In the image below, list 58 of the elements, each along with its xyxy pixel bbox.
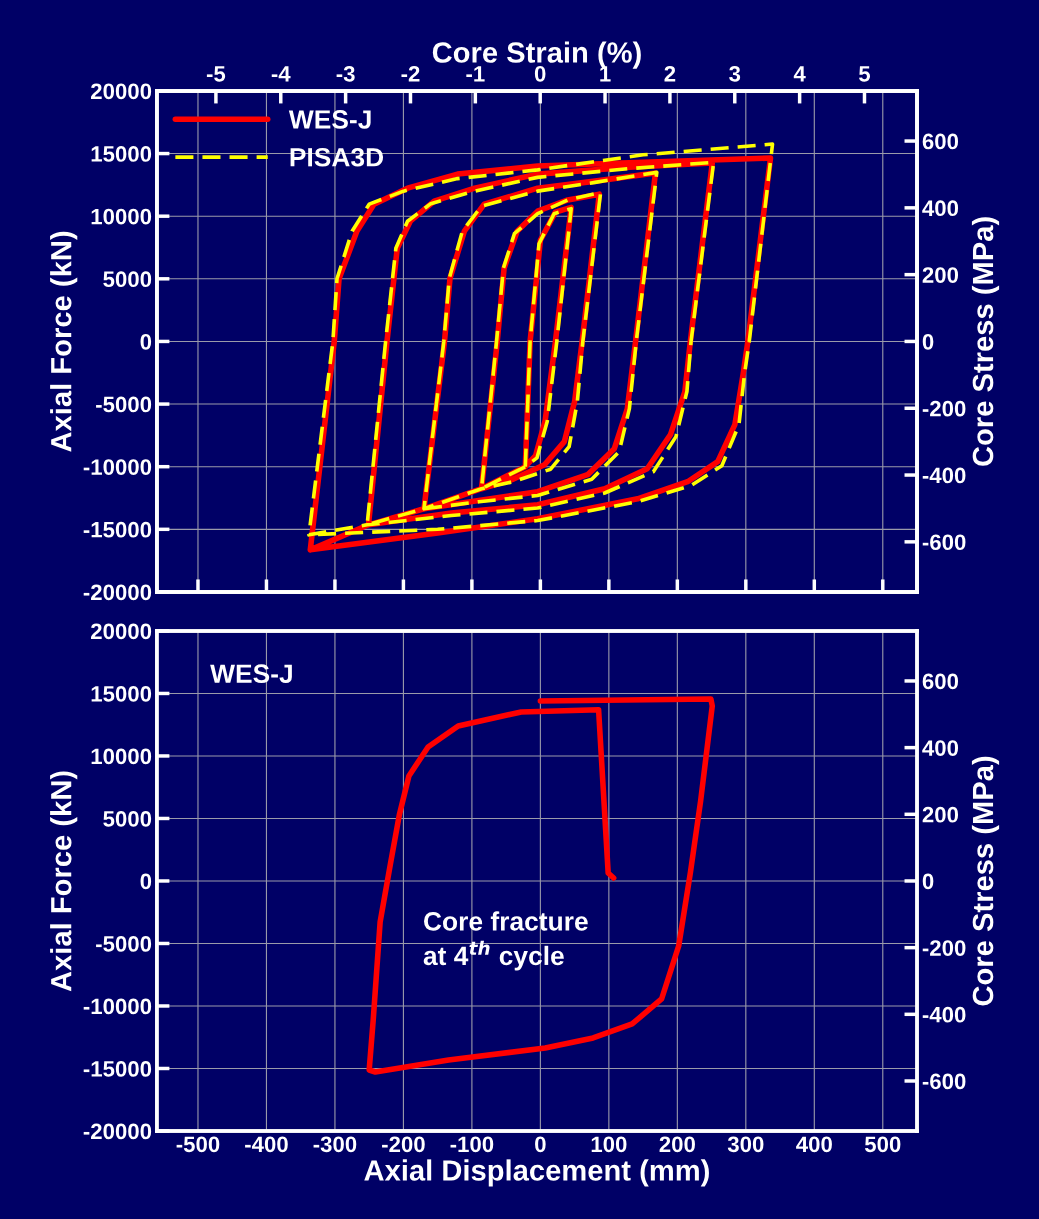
- y2-axis-title: Core Stress (MPa): [971, 756, 1000, 1006]
- y-tick-label: 0: [140, 333, 152, 350]
- x2-tick-label: 5: [858, 66, 871, 82]
- y2-tick-label: -400: [922, 467, 966, 484]
- y2-tick-label: -400: [922, 1006, 966, 1023]
- y-axis-title: Axial Force (kN): [50, 771, 78, 992]
- y2-tick-label: -200: [922, 400, 966, 417]
- x-tick-label: 500: [864, 1136, 901, 1153]
- y2-tick-label: -600: [922, 1073, 966, 1090]
- y-tick-label: 15000: [91, 146, 152, 162]
- y-tick-label: -10000: [83, 998, 152, 1015]
- x-tick-label: -200: [382, 1136, 425, 1153]
- y-tick-label: -20000: [83, 1123, 152, 1140]
- y-tick-label: 20000: [91, 623, 152, 640]
- y-tick-label: 5000: [103, 811, 152, 827]
- y-axis-title: Axial Force (kN): [50, 231, 78, 452]
- y2-tick-label: 600: [922, 673, 959, 690]
- x-tick-label: 100: [591, 1136, 627, 1153]
- y-tick-label: 15000: [91, 685, 152, 702]
- y-tick-label: -5000: [96, 396, 152, 413]
- y-tick-label: 20000: [91, 83, 152, 100]
- x2-tick-label: 2: [664, 65, 676, 82]
- x-tick-label: -300: [313, 1136, 357, 1153]
- y-tick-label: -5000: [96, 936, 152, 952]
- x-tick-label: 400: [796, 1136, 832, 1153]
- y-tick-label: -10000: [83, 459, 152, 475]
- y2-tick-label: 0: [922, 873, 934, 890]
- x-tick-label: -400: [245, 1136, 288, 1153]
- x2-tick-label: 4: [793, 66, 806, 82]
- y2-tick-label: -600: [922, 534, 966, 551]
- x-tick-label: 300: [727, 1136, 764, 1153]
- y-tick-label: 10000: [91, 748, 152, 765]
- y-tick-label: 5000: [103, 271, 152, 288]
- x-tick-label: 200: [659, 1136, 695, 1153]
- y-tick-label: -20000: [83, 584, 152, 601]
- y2-tick-label: 400: [922, 740, 959, 756]
- y2-tick-label: 200: [922, 267, 959, 283]
- y2-tick-label: 200: [922, 806, 959, 823]
- y-tick-label: 10000: [91, 208, 152, 225]
- legend-label: WES-J: [288, 110, 371, 129]
- y-tick-label: -15000: [83, 521, 152, 538]
- x-tick-label: 0: [535, 1136, 546, 1153]
- x-tick-label: -100: [450, 1136, 494, 1153]
- y2-tick-label: 0: [922, 333, 934, 350]
- y-tick-label: -15000: [83, 1061, 152, 1077]
- x2-tick-label: 3: [729, 65, 741, 82]
- y-tick-label: 0: [140, 873, 152, 890]
- y2-tick-label: -200: [922, 940, 966, 956]
- y2-tick-label: 400: [922, 200, 959, 217]
- x2-tick-label: -5: [206, 66, 226, 82]
- x2-tick-label: -4: [271, 66, 291, 82]
- y2-tick-label: 600: [922, 133, 959, 150]
- x2-tick-label: -3: [336, 65, 355, 82]
- x-tick-label: -500: [176, 1136, 220, 1153]
- x-axis-title: Axial Displacement (mm): [364, 1159, 709, 1187]
- y2-axis-title: Core Stress (MPa): [971, 217, 1000, 466]
- x2-tick-label: -2: [401, 65, 420, 82]
- x2-tick-label: 0: [534, 65, 546, 82]
